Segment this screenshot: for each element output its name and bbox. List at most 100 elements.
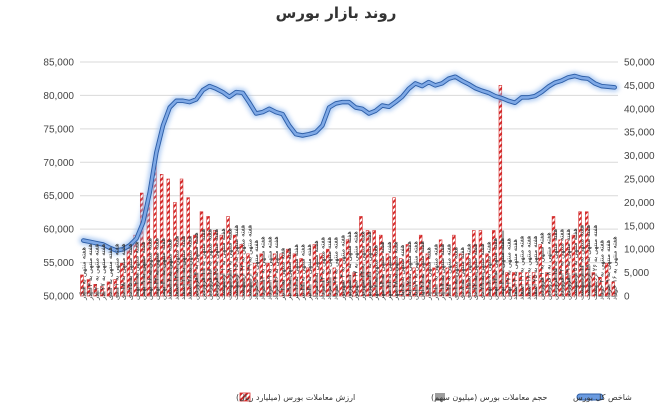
value-bar xyxy=(272,253,277,297)
value-bar xyxy=(246,253,250,297)
value-bar xyxy=(545,272,549,297)
value-bar xyxy=(93,283,97,297)
value-bar xyxy=(591,272,596,297)
x-tick-label: هفته منتهی به ۱۰ آذر xyxy=(430,243,439,301)
value-bar xyxy=(312,244,317,297)
value-bar xyxy=(86,279,91,297)
volume-bar xyxy=(110,288,113,296)
y-right-tick-label: 25,000 xyxy=(624,175,655,186)
x-tick-label: هفته منتهی به ۴ اسفند xyxy=(511,238,519,300)
value-bar xyxy=(571,234,576,297)
x-tick-label: هفته منتهی به ۲۲ دی xyxy=(471,243,479,300)
x-tick-label: هفته منتهی به ۱۳ مرداد xyxy=(318,236,326,300)
volume-bar xyxy=(302,281,305,296)
x-tick-label: هفته منتهی به ۲۹ اردیبهشت xyxy=(245,224,253,300)
x-tick-label: هفته منتهی به ۲۵ دی xyxy=(126,243,134,300)
volume-bar xyxy=(608,284,611,296)
y-right-tick-label: 20,000 xyxy=(624,198,655,209)
x-tick-label: هفته منتهی به ۱ دی xyxy=(451,246,459,300)
volume-bar xyxy=(594,286,598,296)
x-tick-label: هفته منتهی به ۲۹ دی xyxy=(478,243,486,300)
x-tick-label: هفته منتهی به ۸ دی xyxy=(458,246,466,300)
x-tick-label: هفته منتهی به ۲۲ اردیبهشت xyxy=(239,224,247,300)
x-tick-label: هفته منتهی به ۲ خرداد xyxy=(597,239,605,300)
x-tick-label: هفته منتهی به ۲۹ فروردین xyxy=(564,228,572,300)
value-bar xyxy=(498,85,503,297)
x-tick-label: هفته منتهی به ۲۳ بهمن xyxy=(152,237,160,300)
value-bar xyxy=(359,216,363,297)
x-tick-label: هفته منتهی به ۲ بهمن xyxy=(132,241,140,300)
value-bar xyxy=(179,178,184,297)
x-tick-label: هفته منتهی به ۱۳ بهمن xyxy=(491,237,499,300)
y-left-tick-label: 65,000 xyxy=(43,191,74,202)
value-bar xyxy=(445,267,449,297)
x-tick-label: هفته منتهی به ۳ شهریور xyxy=(338,234,346,301)
x-tick-label: هفته منتهی به ۲۴ شهریور xyxy=(358,231,366,301)
y-left-tick-label: 60,000 xyxy=(43,225,74,236)
volume-bar xyxy=(256,281,259,296)
volume-bar xyxy=(223,274,226,296)
x-tick-label: هفته منتهی به ۲۷ آذر xyxy=(98,243,107,301)
value-bar xyxy=(372,230,376,297)
x-tick-label: هفته منتهی به ۲۰ مرداد xyxy=(325,236,333,300)
volume-bar xyxy=(176,263,179,296)
volume-bar xyxy=(149,263,153,296)
volume-bar xyxy=(83,286,86,296)
value-bar xyxy=(232,234,237,297)
legend-swatch-value xyxy=(239,392,251,402)
x-tick-label: هفته منتهی به ۲۴ آذر xyxy=(444,243,453,301)
value-bar xyxy=(306,267,310,297)
x-tick-label: هفته منتهی به ۱۵ اردیبهشت xyxy=(232,224,240,300)
x-tick-label: هفته منتهی به ۶ مرداد xyxy=(312,240,320,300)
value-bar xyxy=(365,230,370,297)
x-tick-label: هفته منتهی به ۱۰ شهریور xyxy=(345,231,353,301)
x-tick-label: هفته منتهی به ۱۲ خرداد xyxy=(259,236,267,300)
value-bar xyxy=(252,262,257,297)
volume-bar xyxy=(342,281,345,296)
x-tick-label: هفته منتهی به ۴ فروردین xyxy=(192,232,200,300)
value-bar xyxy=(159,174,164,297)
value-bar xyxy=(292,253,297,297)
value-bar xyxy=(106,281,111,297)
x-tick-label: هفته منتهی به ۱۵ دی xyxy=(465,243,473,300)
value-bar xyxy=(332,267,337,297)
x-tick-label: هفته منتهی به ۸ اردیبهشت xyxy=(225,228,233,300)
x-tick-label: هفته منتهی به ۶ بهمن xyxy=(484,241,492,300)
volume-bar xyxy=(455,274,458,296)
y-right-tick-label: 30,000 xyxy=(624,151,655,162)
x-tick-label: هفته منتهی به ۲۸ مهر xyxy=(391,241,399,301)
volume-bar xyxy=(462,279,465,296)
value-bar xyxy=(385,253,390,297)
x-tick-label: هفته منتهی به ۲ تیر xyxy=(279,247,287,301)
value-bar xyxy=(585,211,589,297)
value-bar xyxy=(611,281,615,297)
volume-bar xyxy=(575,272,578,296)
volume-bar xyxy=(296,279,299,296)
x-tick-label: هفته منتهی به ۲۲ فروردین xyxy=(558,228,566,300)
y-right-tick-label: 45,000 xyxy=(624,81,655,92)
y-left-tick-label: 80,000 xyxy=(43,91,74,102)
x-tick-label: هفته منتهی به ۱۹ آبان xyxy=(410,241,419,300)
volume-bar xyxy=(335,284,339,296)
volume-bar xyxy=(143,258,146,296)
volume-bar xyxy=(535,286,538,296)
volume-bar xyxy=(588,265,591,296)
x-tick-label: هفته منتهی به ۱۶ تیر xyxy=(292,244,300,301)
y-right-tick-label: 10,000 xyxy=(624,245,655,256)
volume-bar xyxy=(415,284,418,296)
volume-bar xyxy=(448,284,451,296)
value-bar xyxy=(525,272,529,297)
x-tick-label: هفته منتهی به ۵ اردیبهشت xyxy=(571,228,579,300)
value-bar xyxy=(199,211,204,297)
x-tick-label: هفته منتهی به ۳ آذر xyxy=(424,247,433,301)
x-tick-label: هفته منتهی به ۹ خرداد xyxy=(604,239,612,300)
x-tick-label: هفته منتهی به ۱۸ اسفند xyxy=(524,235,532,300)
value-bar xyxy=(458,253,463,297)
x-tick-label: هفته منتهی به ۷ اسفند xyxy=(166,238,174,300)
legend-swatch-index xyxy=(576,393,604,401)
y-left-tick-label: 55,000 xyxy=(43,258,74,269)
value-bar xyxy=(518,272,522,297)
volume-bar xyxy=(515,286,518,296)
volume-bar xyxy=(501,230,505,296)
